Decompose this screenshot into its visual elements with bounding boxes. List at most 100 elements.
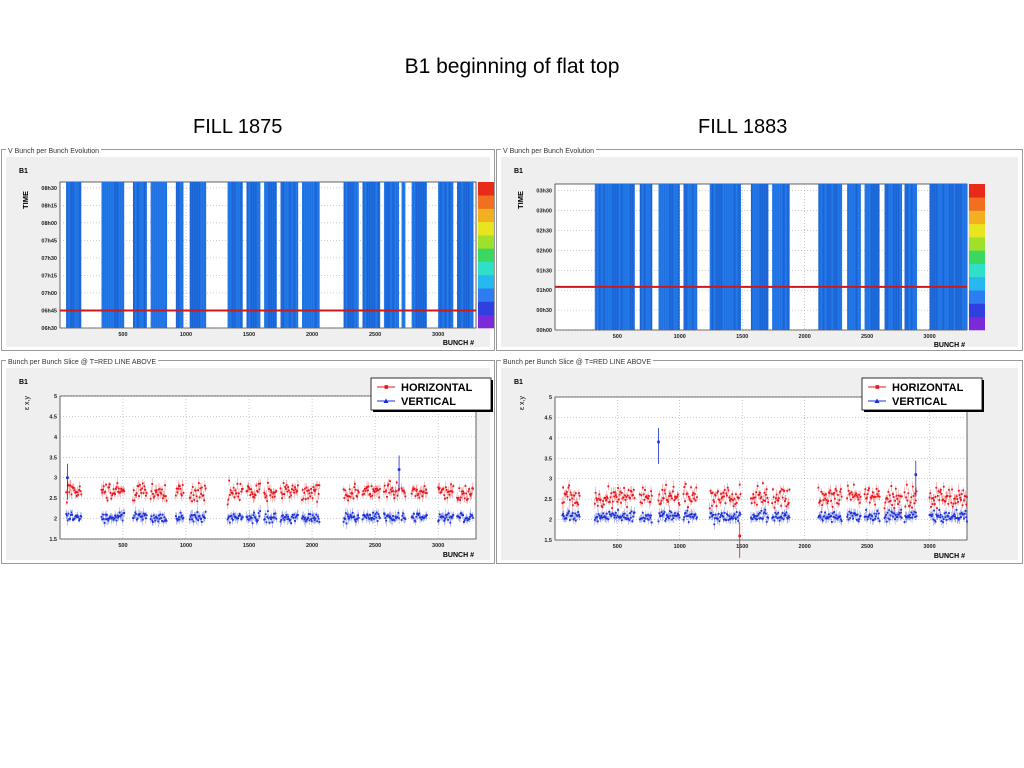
data-point <box>787 502 790 504</box>
data-point <box>312 486 315 489</box>
bunch-column <box>459 182 461 328</box>
bunch-column <box>725 184 727 330</box>
data-point <box>788 488 791 491</box>
data-point <box>354 518 356 521</box>
data-point <box>942 498 944 501</box>
heatmap-panel-fill-1875: V Bunch per Bunch Evolution 500 1000 1500 2… <box>1 148 495 351</box>
slice-chart: 500 1000 1500 2000 2500 30001.522.533.544.55B… <box>514 377 984 560</box>
data-point <box>633 497 636 500</box>
data-point <box>461 493 464 495</box>
bunch-column <box>940 184 942 330</box>
bunch-column <box>683 184 685 330</box>
data-point <box>577 492 580 495</box>
data-point <box>251 522 254 525</box>
data-point <box>283 493 286 496</box>
data-point <box>778 491 781 494</box>
data-point <box>357 516 360 519</box>
data-point <box>606 497 609 500</box>
data-point <box>292 489 295 492</box>
data-point <box>578 494 581 497</box>
data-point <box>896 516 899 519</box>
data-point <box>613 495 616 498</box>
data-point <box>253 511 255 514</box>
data-point <box>456 496 458 499</box>
data-point <box>153 517 156 520</box>
data-point <box>228 521 231 524</box>
data-point <box>852 496 855 499</box>
data-point <box>240 518 243 521</box>
data-point <box>728 496 731 499</box>
x-tick-label: 1500 <box>243 543 255 549</box>
data-point <box>724 502 727 505</box>
data-point <box>349 513 352 516</box>
data-point <box>837 503 840 505</box>
data-point <box>275 489 278 492</box>
data-point <box>877 512 880 515</box>
data-point <box>833 511 836 513</box>
data-point <box>446 496 449 499</box>
y-axis-label: ε x,y <box>24 395 31 410</box>
data-point <box>665 484 667 486</box>
data-point <box>696 496 698 499</box>
data-point <box>448 493 451 496</box>
data-point <box>610 515 613 518</box>
data-point <box>708 507 711 510</box>
data-point <box>437 486 440 489</box>
data-point <box>725 519 728 521</box>
bunch-column <box>906 184 908 330</box>
data-point <box>156 517 159 520</box>
data-point <box>904 514 907 517</box>
data-point <box>112 488 115 491</box>
data-point <box>272 492 275 495</box>
data-point <box>730 515 733 518</box>
data-point <box>462 492 465 495</box>
data-point <box>463 519 466 522</box>
data-point <box>466 498 469 500</box>
bunch-column <box>648 184 650 330</box>
data-point <box>750 497 752 500</box>
bunch-column <box>141 182 143 328</box>
bunch-column <box>960 184 962 330</box>
data-point <box>356 495 359 498</box>
data-point <box>294 486 296 489</box>
data-point <box>144 494 147 497</box>
data-point <box>686 509 689 512</box>
data-point <box>759 517 762 519</box>
data-point <box>375 516 378 519</box>
data-point <box>424 492 427 494</box>
data-point <box>141 487 143 490</box>
data-point <box>622 496 625 499</box>
data-point <box>596 504 599 507</box>
data-point <box>566 495 569 498</box>
bunch-column <box>397 182 399 328</box>
data-point <box>830 515 833 517</box>
data-point <box>929 492 932 495</box>
data-point <box>143 514 146 517</box>
data-point <box>687 515 689 518</box>
data-point <box>404 518 407 520</box>
data-point <box>189 496 192 499</box>
data-point <box>907 514 910 517</box>
data-point <box>695 517 698 520</box>
data-point <box>869 517 872 520</box>
data-point <box>119 490 122 493</box>
data-point <box>933 499 935 502</box>
bunch-column <box>690 184 692 330</box>
data-point <box>771 517 774 519</box>
data-point <box>891 515 894 518</box>
data-point <box>269 516 272 519</box>
data-point <box>374 513 377 515</box>
x-tick-label: 2000 <box>306 332 318 338</box>
y-tick-label: 4 <box>549 436 553 442</box>
slide-title: B1 beginning of flat top <box>404 55 620 78</box>
data-point <box>145 514 148 517</box>
data-point <box>903 491 906 494</box>
bunch-column <box>660 184 662 330</box>
data-point <box>204 510 207 513</box>
bunch-column <box>133 182 135 328</box>
data-point <box>737 520 740 522</box>
data-point <box>753 514 756 517</box>
data-point <box>886 511 889 514</box>
data-point <box>690 513 693 515</box>
data-point <box>370 518 373 521</box>
